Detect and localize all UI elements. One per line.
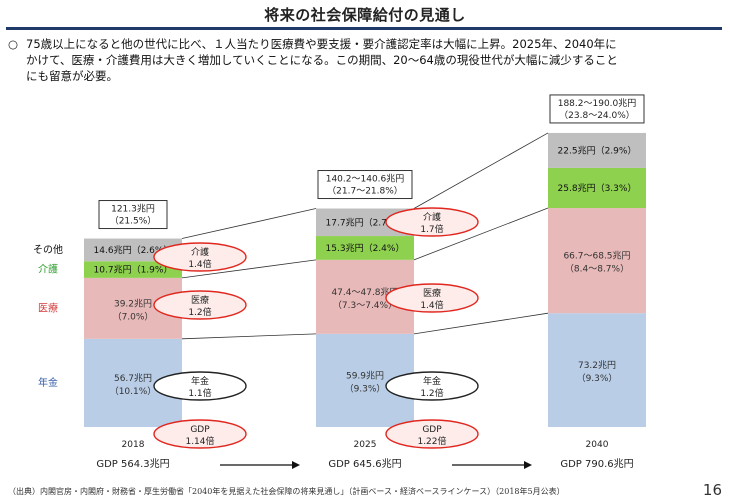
- data-label: 10.7兆円（1.9%）: [94, 265, 173, 276]
- gdp-arrow-head: [292, 461, 300, 469]
- gdp-label: GDP 645.6兆円: [328, 458, 401, 470]
- data-label: 22.5兆円（2.9%）: [558, 145, 637, 156]
- data-label: 17.7兆円（2.7%）: [326, 217, 405, 228]
- data-label: （7.0%）: [113, 311, 154, 322]
- growth-label: GDP: [190, 425, 210, 435]
- bar-segment-介護-2018: [84, 261, 182, 278]
- growth-annotation-GDP: [385, 419, 479, 449]
- title-divider: [6, 27, 722, 30]
- connector-line: [413, 132, 549, 209]
- growth-annotation-年金: [153, 371, 247, 401]
- growth-factor: 1.1倍: [188, 387, 211, 399]
- bar-segment-年金-2040: [548, 313, 646, 427]
- data-label: 47.4～47.8兆円: [331, 287, 398, 298]
- page-title: 将来の社会保障給付の見通し: [264, 6, 466, 24]
- growth-factor: 1.7倍: [420, 223, 443, 235]
- growth-annotation-医療: [385, 283, 479, 313]
- summary-line-3: にも留意が必要。: [26, 69, 118, 83]
- data-label: （9.3%）: [345, 383, 386, 394]
- growth-factor: 1.2倍: [420, 387, 443, 399]
- growth-label: 年金: [423, 375, 441, 387]
- summary-line-2: かけて、医療・介護費用は大きく増加していくことになる。この期間、20～64歳の現…: [26, 53, 618, 67]
- total-label: （21.5%）: [110, 216, 157, 227]
- gdp-label: GDP 564.3兆円: [96, 458, 169, 470]
- x-tick-label: 2040: [586, 440, 609, 450]
- legend-series-name: その他: [33, 243, 63, 256]
- bar-segment-介護-2025: [316, 236, 414, 260]
- summary-bullet: ○: [8, 37, 19, 51]
- connector-line: [413, 312, 549, 335]
- x-tick-label: 2025: [354, 440, 377, 450]
- growth-annotation-介護: [153, 242, 247, 272]
- data-label: 59.9兆円: [346, 370, 384, 381]
- growth-annotation-介護: [385, 207, 479, 237]
- total-box: [317, 170, 413, 200]
- growth-annotation-GDP: [153, 419, 247, 449]
- growth-factor: 1.4倍: [420, 299, 443, 311]
- bar-segment-介護-2040: [548, 167, 646, 209]
- bar-segment-医療-2040: [548, 208, 646, 314]
- data-label: 15.3兆円（2.4%）: [326, 243, 405, 254]
- connector-line: [181, 259, 317, 279]
- bar-segment-その他-2040: [548, 132, 646, 168]
- total-label: （21.7～21.8%）: [327, 186, 403, 197]
- data-label: （7.3～7.4%）: [333, 300, 397, 311]
- total-label: （23.8～24.0%）: [559, 110, 635, 121]
- connector-line: [413, 207, 549, 261]
- total-box: [549, 94, 645, 124]
- source-note: （出典）内閣官房・内閣府・財務省・厚生労働省「2040年を見据えた社会保障の将来…: [8, 487, 565, 496]
- growth-label: GDP: [422, 425, 442, 435]
- data-label: （9.3%）: [577, 373, 618, 384]
- growth-factor: 1.22倍: [417, 435, 446, 447]
- data-label: （10.1%）: [110, 386, 157, 397]
- legend-series-name: 年金: [38, 376, 58, 389]
- data-label: 39.2兆円: [114, 298, 152, 309]
- growth-factor: 1.14倍: [185, 435, 214, 447]
- connector-line: [181, 333, 317, 340]
- growth-label: 医療: [423, 287, 441, 299]
- data-label: 25.8兆円（3.3%）: [558, 183, 637, 194]
- growth-label: 介護: [423, 211, 441, 223]
- data-label: 14.6兆円（2.6%）: [94, 245, 173, 256]
- total-label: 121.3兆円: [111, 204, 155, 215]
- growth-annotation-年金: [385, 371, 479, 401]
- growth-label: 年金: [191, 375, 209, 387]
- total-label: 188.2～190.0兆円: [558, 98, 637, 109]
- data-label: （8.4～8.7%）: [565, 264, 629, 275]
- x-tick-label: 2018: [122, 440, 145, 450]
- growth-label: 医療: [191, 294, 209, 306]
- connector-line: [181, 208, 317, 239]
- legend-series-name: 介護: [38, 263, 58, 276]
- data-label: 66.7～68.5兆円: [563, 251, 630, 262]
- summary-line-1: 75歳以上になると他の世代に比べ、１人当たり医療費や要支援・要介護認定率は大幅に…: [26, 37, 617, 51]
- page-number: 16: [702, 481, 722, 499]
- growth-label: 介護: [191, 246, 209, 258]
- data-label: 56.7兆円: [114, 373, 152, 384]
- growth-factor: 1.4倍: [188, 258, 211, 270]
- gdp-label: GDP 790.6兆円: [560, 458, 633, 470]
- gdp-arrow-head: [524, 461, 532, 469]
- legend-series-name: 医療: [38, 301, 58, 314]
- growth-annotation-医療: [153, 290, 247, 320]
- growth-factor: 1.2倍: [188, 306, 211, 318]
- data-label: 73.2兆円: [578, 360, 616, 371]
- total-label: 140.2～140.6兆円: [326, 174, 405, 185]
- summary-text: ○ 75歳以上になると他の世代に比べ、１人当たり医療費や要支援・要介護認定率は大幅…: [8, 36, 720, 84]
- total-box: [98, 200, 168, 230]
